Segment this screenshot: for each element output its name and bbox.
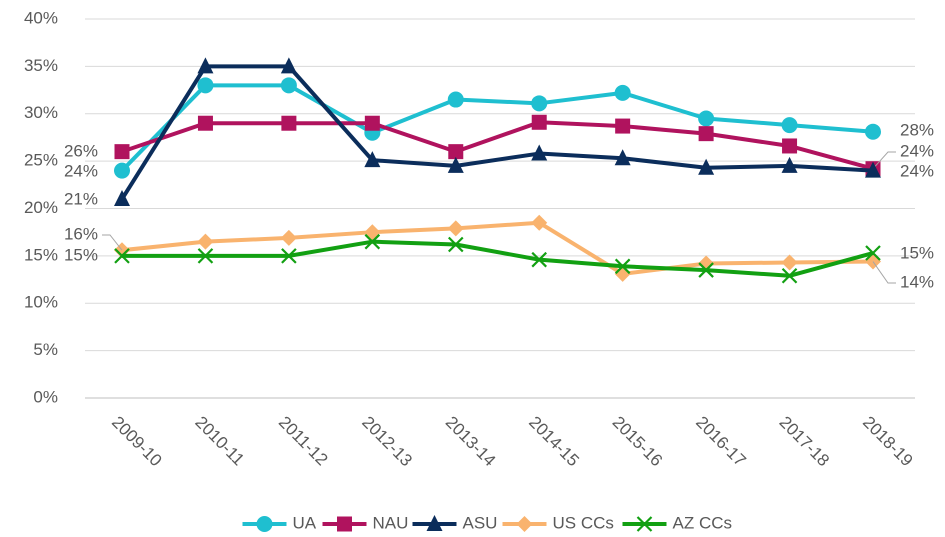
marker bbox=[114, 248, 130, 264]
marker bbox=[280, 57, 297, 74]
data-label: 15% bbox=[900, 243, 934, 262]
marker bbox=[865, 123, 881, 140]
marker bbox=[280, 77, 297, 94]
marker bbox=[636, 516, 653, 532]
y-tick-label: 0% bbox=[33, 387, 58, 406]
marker bbox=[447, 156, 464, 173]
series: 21% 24% bbox=[64, 57, 934, 208]
x-tick-label: 2012-13 bbox=[358, 413, 416, 471]
data-label: 24% bbox=[900, 161, 934, 180]
x-tick-label: 2011-12 bbox=[275, 413, 332, 470]
marker bbox=[364, 151, 381, 168]
marker bbox=[281, 115, 297, 131]
line bbox=[121, 120, 874, 171]
y-tick-label: 20% bbox=[24, 198, 58, 217]
marker bbox=[614, 258, 631, 275]
series: 24% 28% bbox=[64, 77, 934, 180]
data-label: 24% bbox=[64, 161, 98, 180]
marker bbox=[516, 516, 533, 532]
marker bbox=[337, 516, 352, 532]
legend-label: AZ CCs bbox=[673, 513, 733, 532]
marker bbox=[781, 254, 798, 271]
marker bbox=[364, 115, 380, 131]
marker bbox=[531, 95, 548, 112]
line bbox=[120, 83, 874, 172]
y-tick-label: 30% bbox=[24, 103, 58, 122]
data-label: 28% bbox=[900, 120, 934, 139]
x-tick-label: 2017-18 bbox=[776, 413, 834, 471]
data-label: 26% bbox=[64, 141, 98, 160]
y-tick-label: 10% bbox=[24, 293, 58, 312]
legend-label: UA bbox=[293, 513, 317, 532]
leader-line bbox=[872, 151, 896, 170]
leader-line bbox=[872, 261, 896, 284]
marker bbox=[782, 138, 798, 154]
y-tick-label: 35% bbox=[24, 56, 58, 75]
legend-label: US CCs bbox=[553, 513, 614, 532]
marker bbox=[197, 233, 214, 250]
marker bbox=[448, 236, 464, 253]
marker bbox=[781, 156, 798, 173]
x-tick-label: 2016-17 bbox=[692, 413, 750, 471]
marker bbox=[114, 190, 130, 207]
x-tick-label: 2010-11 bbox=[191, 413, 248, 470]
marker bbox=[197, 57, 214, 74]
series: 15% 15% bbox=[64, 233, 934, 284]
legend-label: ASU bbox=[463, 513, 498, 532]
data-label: 16% bbox=[64, 224, 98, 243]
marker bbox=[531, 214, 548, 231]
y-tick-label: 40% bbox=[24, 8, 58, 27]
x-tick-label: 2014-15 bbox=[525, 413, 583, 471]
marker bbox=[865, 245, 881, 261]
data-label: 24% bbox=[900, 141, 934, 160]
marker bbox=[698, 262, 714, 278]
line bbox=[121, 220, 874, 276]
marker bbox=[197, 77, 214, 94]
marker bbox=[531, 114, 547, 130]
y-tick-label: 5% bbox=[33, 340, 58, 359]
marker bbox=[781, 117, 798, 134]
marker bbox=[448, 144, 464, 160]
data-label: 21% bbox=[64, 189, 98, 208]
legend: UA NAU ASU US CCs AZ CCs bbox=[242, 513, 733, 532]
marker bbox=[197, 248, 214, 264]
marker bbox=[197, 115, 213, 131]
marker bbox=[280, 229, 297, 246]
marker bbox=[698, 158, 715, 175]
marker bbox=[531, 251, 547, 268]
marker bbox=[781, 267, 798, 284]
line bbox=[120, 64, 874, 201]
y-tick-label: 15% bbox=[24, 245, 58, 264]
marker bbox=[281, 248, 297, 264]
marker bbox=[114, 162, 130, 179]
marker bbox=[531, 144, 548, 161]
leader-line bbox=[102, 234, 123, 251]
data-label: 14% bbox=[900, 272, 934, 291]
x-tick-label: 2013-14 bbox=[442, 413, 500, 471]
x-tick-label: 2015-16 bbox=[609, 413, 667, 471]
marker bbox=[426, 515, 443, 531]
marker bbox=[698, 126, 714, 142]
y-tick-label: 25% bbox=[24, 151, 58, 170]
marker bbox=[364, 233, 381, 250]
marker bbox=[364, 224, 381, 241]
legend-label: NAU bbox=[373, 513, 409, 532]
marker bbox=[865, 161, 881, 178]
x-tick-label: 2009-10 bbox=[108, 413, 166, 471]
marker bbox=[698, 110, 715, 127]
marker bbox=[447, 91, 464, 108]
data-label: 15% bbox=[64, 245, 98, 264]
marker bbox=[615, 118, 631, 134]
line bbox=[122, 239, 874, 278]
marker bbox=[114, 144, 130, 160]
marker bbox=[447, 220, 464, 237]
series: 26% 24% bbox=[64, 114, 934, 177]
x-tick-label: 2018-19 bbox=[859, 413, 917, 471]
marker bbox=[614, 149, 631, 166]
marker bbox=[614, 84, 631, 101]
marker bbox=[256, 516, 273, 532]
